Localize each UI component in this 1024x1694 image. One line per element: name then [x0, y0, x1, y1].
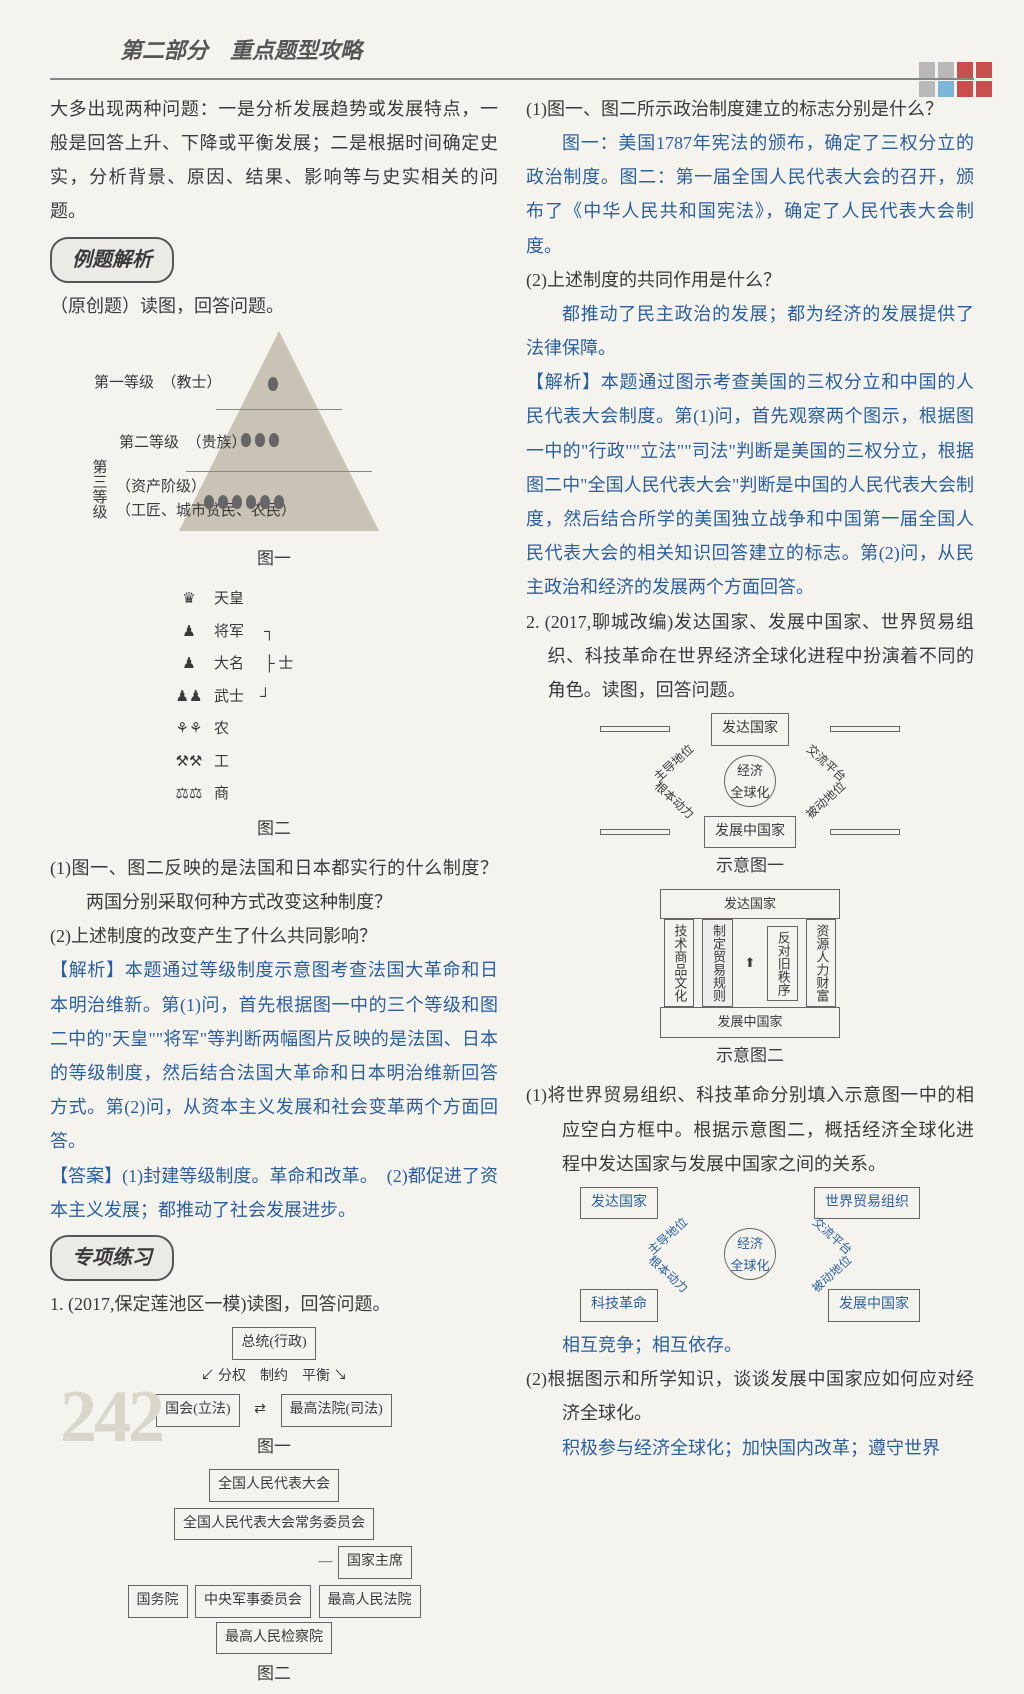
example-source: （原创题）读图，回答问题。 [50, 289, 498, 323]
r-analysis: 【解析】本题通过图示考查美国的三权分立和中国的人民代表大会制度。第(1)问，首先… [526, 365, 974, 604]
example-q2: (2)上述制度的改变产生了什么共同影响？ [50, 919, 498, 953]
header-rule [50, 78, 974, 80]
pyramid-level2-label: 第二等级 （贵族） [119, 429, 247, 458]
analysis-block: 【解析】本题通过等级制度示意图考查法国大革命和日本明治维新。第(1)问，首先根据… [50, 953, 498, 1158]
corner-decoration [919, 62, 992, 97]
fig2-r2: 将军 [214, 618, 244, 647]
fig1-caption: 图一 [50, 543, 498, 575]
fig2-r3: 大名 [214, 650, 244, 679]
r-a2: 都推动了民主政治的发展；都为经济的发展提供了法律保障。 [526, 297, 974, 365]
tree-diagram-2: 全国人民代表大会 全国人民代表大会常务委员会 — 国家主席 国务院 中央军事委员… [94, 1467, 454, 1690]
section-header: 第二部分 重点题型攻略 [50, 30, 974, 72]
figure-1-pyramid: 第一等级 （教士） 第二等级 （贵族） 第三等级 （资产阶级） （工匠、城市贫民… [50, 331, 498, 575]
right-column: (1)图一、图二所示政治制度建立的标志分别是什么？ 图一：美国1787年宪法的颁… [526, 92, 974, 1694]
r-a3: 相互竞争；相互依存。 [526, 1328, 974, 1362]
pyramid-level1-label: 第一等级 （教士） [94, 369, 222, 398]
schematic-diagram-1: 发达国家 主导地位 交流平台 经济全球化 根本动力 被动地位 发展中国家 示意图… [600, 713, 900, 882]
example-analysis-tag: 例题解析 [50, 237, 174, 283]
page-number: 242 [60, 1347, 162, 1488]
r-q4: (2)根据图示和所学知识，谈谈发展中国家应如何应对经济全球化。 [526, 1362, 974, 1430]
fig2-caption: 图二 [174, 813, 374, 845]
r-a1: 图一：美国1787年宪法的颁布，确定了三权分立的政治制度。图二：第一届全国人民代… [526, 126, 974, 263]
intro-paragraph: 大多出现两种问题：一是分析发展趋势或发展特点，一般是回答上升、下降或平衡发展；二… [50, 92, 498, 229]
r-q3: (1)将世界贸易组织、科技革命分别填入示意图一中的相应空白方框中。根据示意图二，… [526, 1078, 974, 1181]
exercise2-stem: 2. (2017,聊城改编)发达国家、发展中国家、世界贸易组织、科技革命在世界经… [526, 605, 974, 708]
r-a4: 积极参与经济全球化；加快国内改革；遵守世界 [526, 1431, 974, 1465]
content-columns: 大多出现两种问题：一是分析发展趋势或发展特点，一般是回答上升、下降或平衡发展；二… [50, 92, 974, 1694]
schematic-diagram-2: 发达国家 技术商品文化 制定贸易规则 ⬆ 反对旧秩序 资源人力财富 发展中国家 … [620, 889, 880, 1073]
fig2-r1: 天皇 [214, 585, 244, 614]
example-q1: (1)图一、图二反映的是法国和日本都实行的什么制度？两国分别采取何种方式改变这种… [50, 851, 498, 919]
fig2-r6: 工 [214, 748, 229, 777]
fig2-r4: 武士 [214, 683, 244, 712]
figure-2-hierarchy: ♛天皇 ♟将军 ┐ ♟大名 ├ 士 ♟♟武士 ┘ ⚘⚘农 ⚒⚒工 ⚖⚖商 图二 [174, 583, 374, 845]
practice-tag: 专项练习 [50, 1235, 174, 1281]
r-q1: (1)图一、图二所示政治制度建立的标志分别是什么？ [526, 92, 974, 126]
answer-block: 【答案】(1)封建等级制度。革命和改革。 (2)都促进了资本主义发展；都推动了社… [50, 1159, 498, 1227]
exercise1-stem: 1. (2017,保定莲池区一模)读图，回答问题。 [50, 1287, 498, 1321]
r-q2: (2)上述制度的共同作用是什么？ [526, 263, 974, 297]
pyramid-level3-label: 第三等级 [84, 459, 113, 519]
fig2-r5: 农 [214, 715, 229, 744]
answer-diagram: 发达国家世界贸易组织 主导地位 交流平台 经济全球化 根本动力 被动地位 科技革… [580, 1187, 920, 1322]
fig2-r7: 商 [214, 780, 229, 809]
